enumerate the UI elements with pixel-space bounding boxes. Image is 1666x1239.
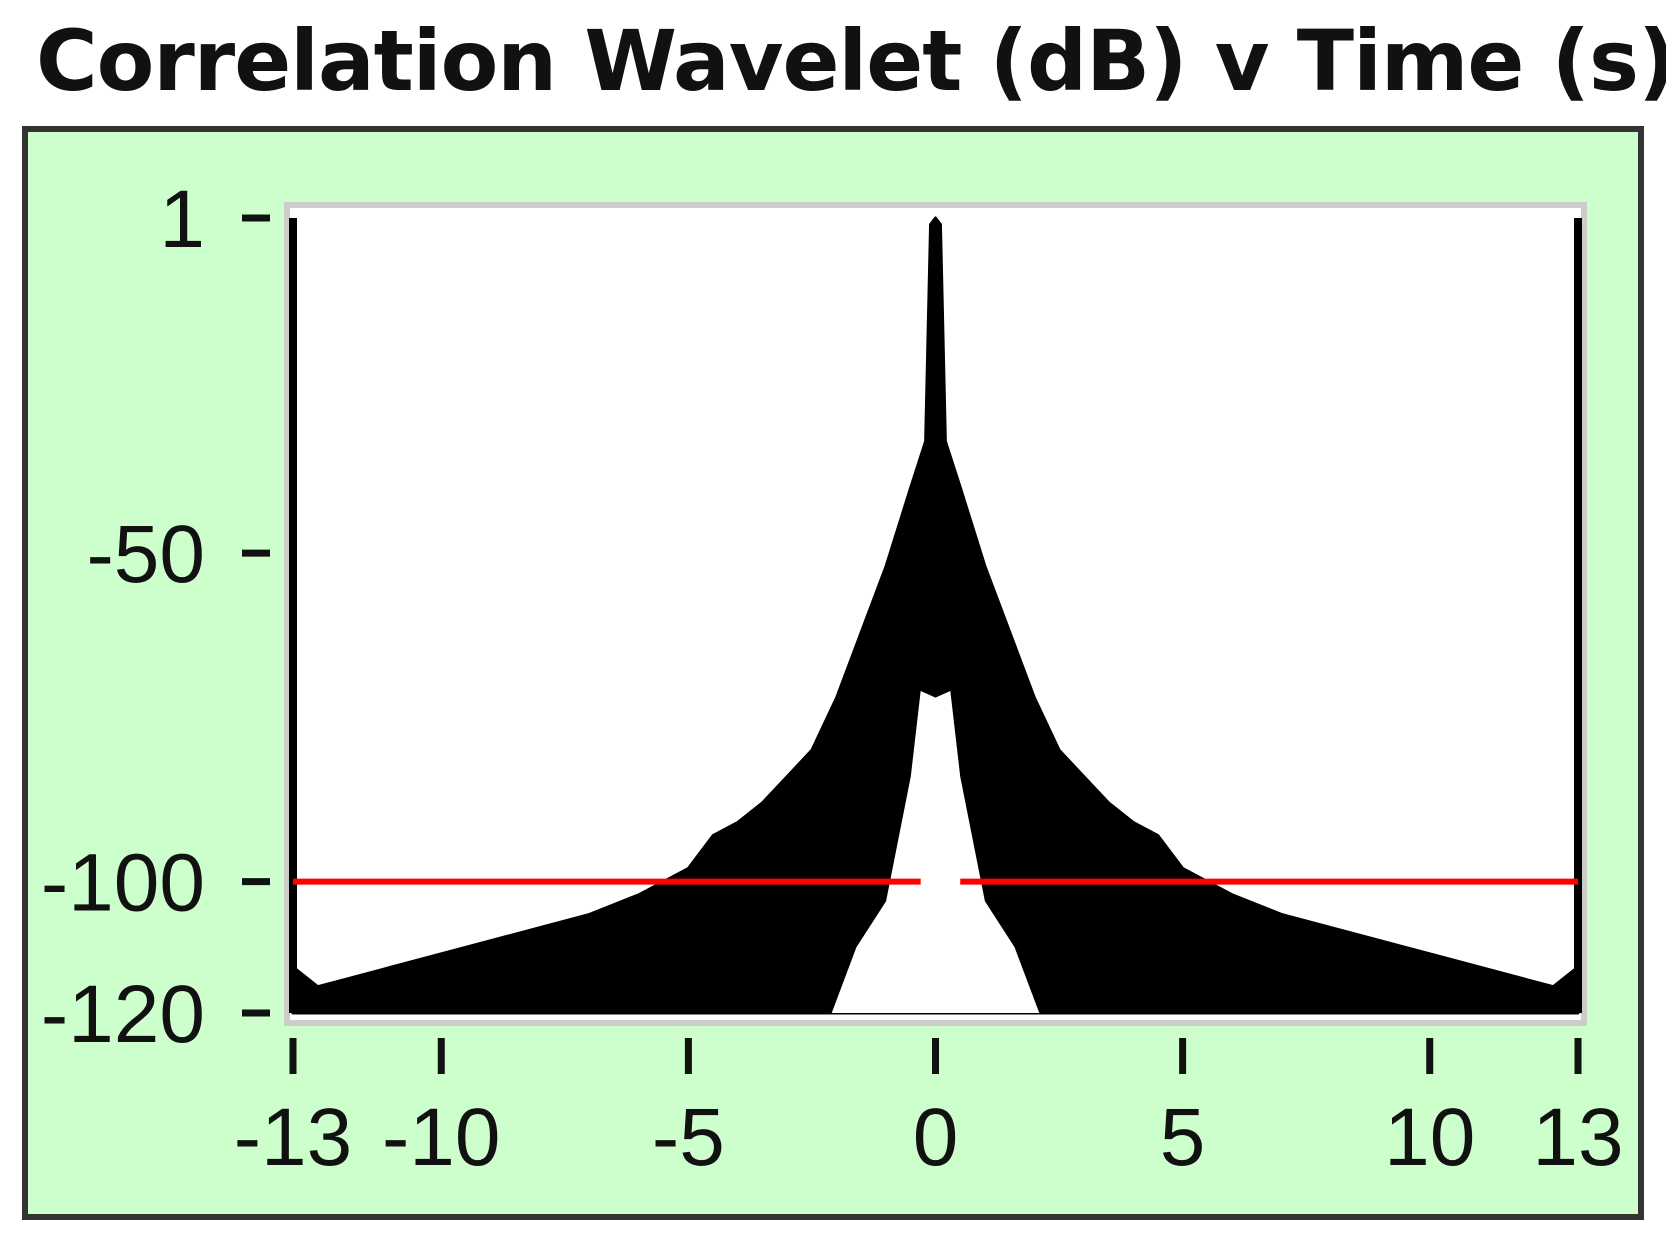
y-tick-label: 1 [159, 174, 205, 265]
signal-inner-gap [831, 691, 1040, 1013]
y-tick-label: -120 [41, 969, 205, 1060]
y-tick-label: -100 [41, 838, 205, 929]
x-tick-label: 0 [913, 1092, 959, 1183]
y-tick-label: -50 [86, 509, 205, 600]
signal-area [291, 216, 1580, 1015]
x-tick-label: 13 [1532, 1092, 1623, 1183]
chart-title: Correlation Wavelet (dB) v Time (s) [36, 12, 1666, 110]
x-tick-label: -5 [652, 1092, 725, 1183]
x-tick-label: 10 [1384, 1092, 1475, 1183]
x-tick-label: -10 [382, 1092, 501, 1183]
x-tick-label: -13 [234, 1092, 353, 1183]
x-tick-label: 5 [1160, 1092, 1206, 1183]
